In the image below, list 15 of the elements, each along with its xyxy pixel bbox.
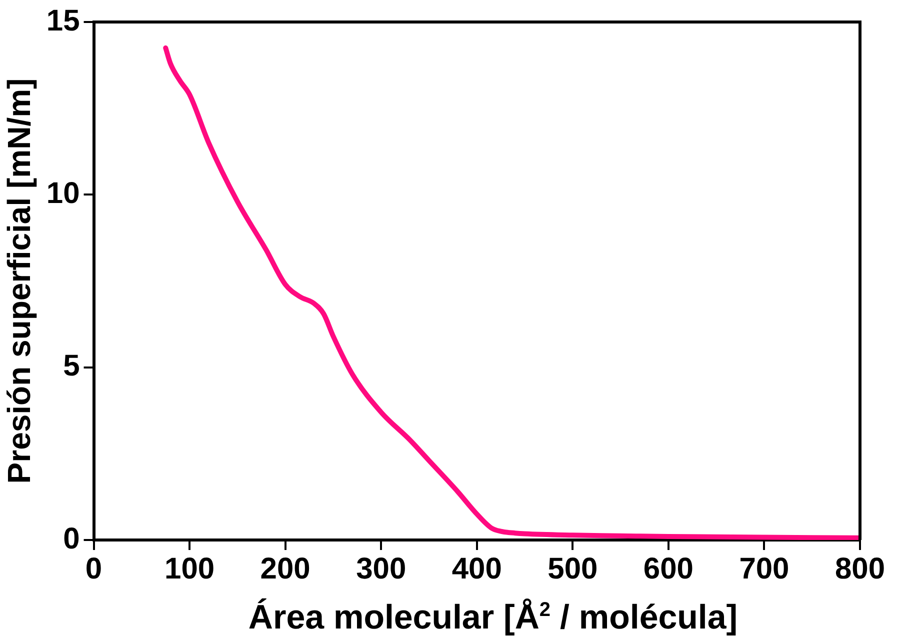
y-axis-title: Presión superficial [mN/m] (1, 78, 38, 484)
x-tick-label: 700 (739, 552, 790, 586)
x-tick-label: 600 (643, 552, 694, 586)
y-tick-label: 5 (63, 350, 80, 383)
x-tick-label: 500 (548, 552, 598, 586)
y-tick-label: 0 (63, 522, 80, 556)
x-axis-title: Área molecular [Å$^{2}$ / molécula] (247, 597, 739, 638)
x-tick-label: 100 (164, 552, 215, 586)
y-tick-label: 15 (46, 4, 80, 38)
y-tick-label: 10 (46, 176, 80, 210)
x-tick-label: 300 (356, 552, 406, 586)
x-tick-label: 200 (260, 552, 310, 586)
x-tick-label: 800 (834, 552, 886, 586)
x-tick-label: 0 (85, 552, 102, 586)
x-tick-label: 400 (452, 552, 502, 586)
